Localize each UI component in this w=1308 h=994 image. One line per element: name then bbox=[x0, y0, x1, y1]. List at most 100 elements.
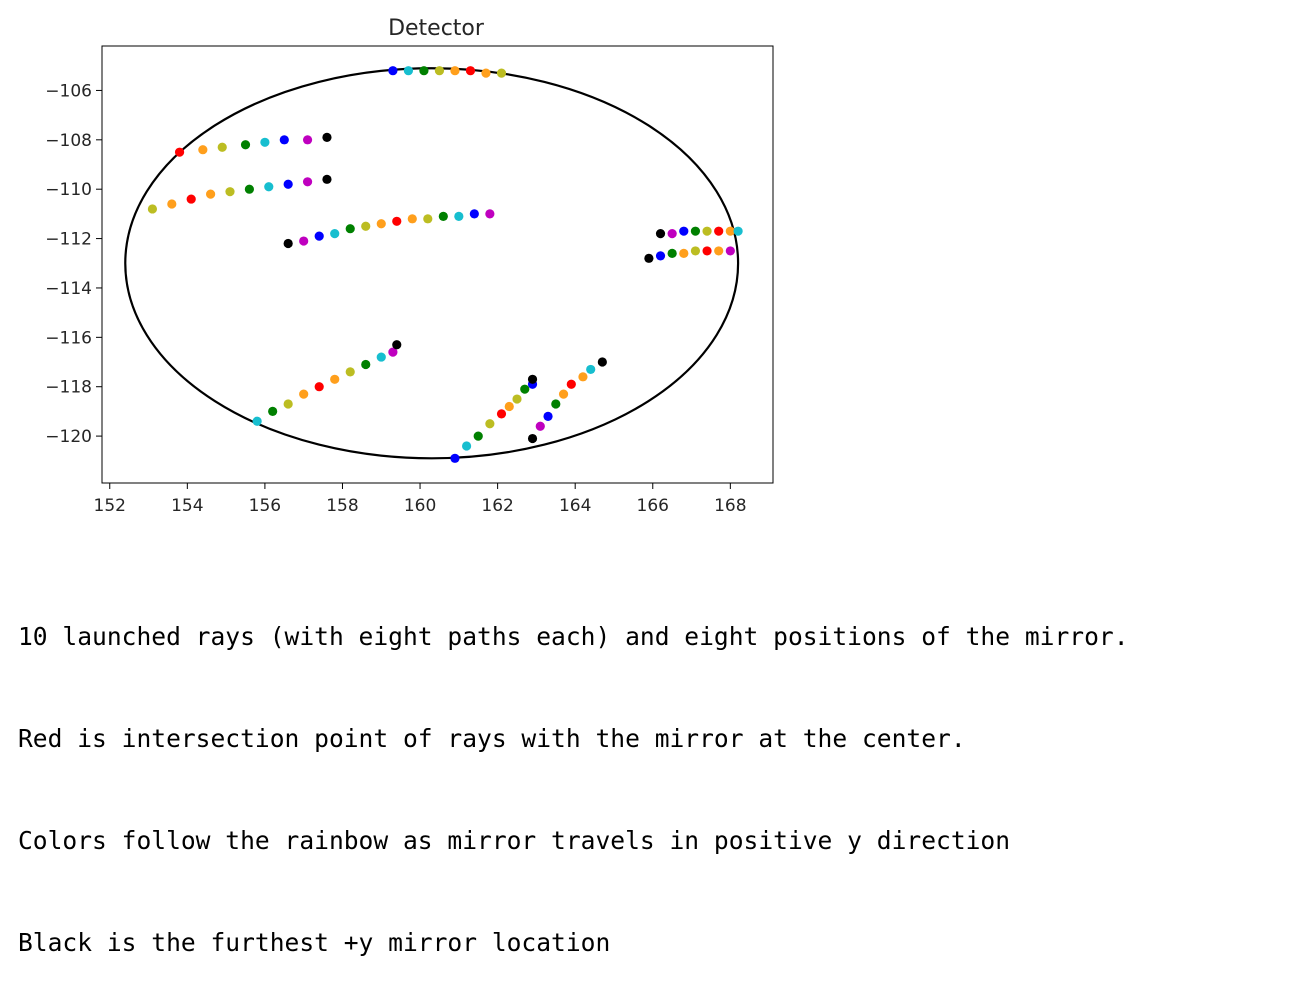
ray-8-point-black bbox=[527, 374, 538, 384]
y-tick-label: −118 bbox=[45, 378, 92, 398]
axes-frame bbox=[101, 45, 774, 484]
y-tick-label: −110 bbox=[45, 180, 92, 200]
ray-1-point-black bbox=[322, 132, 332, 142]
ray-5-point-cyan bbox=[733, 226, 743, 236]
ray-6-point-orange bbox=[714, 246, 724, 256]
ray-6-point-black bbox=[644, 253, 654, 263]
ray-6-point-magenta bbox=[725, 246, 735, 256]
ray-3-point-olive bbox=[423, 214, 433, 224]
ray-2-point-olive bbox=[225, 187, 235, 197]
y-tick-label: −106 bbox=[45, 81, 92, 101]
ray-9-point-blue bbox=[543, 411, 553, 421]
ray-3-point-magenta bbox=[299, 236, 309, 246]
caption-line-3: Colors follow the rainbow as mirror trav… bbox=[18, 826, 1011, 855]
ray-7-point-orange bbox=[330, 374, 340, 384]
ray-4-point-orange bbox=[481, 68, 491, 78]
y-tick-label: −112 bbox=[45, 230, 92, 250]
ray-6-point-blue bbox=[655, 251, 666, 261]
ray-5-point-olive bbox=[702, 226, 712, 236]
ray-1-point-red bbox=[174, 147, 185, 157]
ray-2-point-black bbox=[322, 174, 332, 184]
ray-2-point-cyan bbox=[264, 182, 274, 192]
x-tick-label: 168 bbox=[714, 496, 746, 516]
ray-9-point-black bbox=[527, 433, 538, 444]
ray-7-point-orange bbox=[299, 389, 309, 399]
ray-9-point-orange bbox=[558, 389, 569, 399]
ray-6-point-green bbox=[667, 248, 677, 258]
ray-3-point-cyan bbox=[330, 229, 340, 239]
ray-4-point-olive bbox=[434, 66, 445, 76]
ray-4-point-olive bbox=[496, 68, 507, 78]
ray-6-point-red bbox=[702, 246, 712, 256]
ray-3-point-blue bbox=[469, 209, 479, 219]
caption-line-4: Black is the furthest +y mirror location bbox=[18, 928, 611, 957]
y-tick-label: −114 bbox=[45, 279, 92, 299]
ray-8-point-red bbox=[496, 409, 507, 419]
ray-7-point-magenta bbox=[388, 347, 398, 357]
ray-1-point-magenta bbox=[302, 135, 313, 145]
ray-8-point-olive bbox=[485, 419, 495, 429]
ray-2-point-green bbox=[244, 184, 254, 194]
ray-1-point-green bbox=[240, 140, 251, 150]
ray-3-point-red bbox=[392, 216, 402, 226]
caption: 10 launched rays (with eight paths each)… bbox=[18, 552, 1129, 994]
detector-ellipse bbox=[124, 67, 740, 460]
ray-1-point-olive bbox=[217, 142, 227, 152]
ray-5-point-red bbox=[714, 226, 724, 236]
x-tick-label: 152 bbox=[94, 496, 126, 516]
plot-area: 152 154 156 158 160 162 164 166 168 −106 −108 −110 −… bbox=[45, 45, 774, 516]
caption-line-2: Red is intersection point of rays with t… bbox=[18, 724, 966, 753]
ray-7-point-green bbox=[361, 359, 371, 370]
ray-7-point-cyan bbox=[252, 416, 262, 426]
ray-6-point-olive bbox=[690, 246, 701, 256]
y-tick-label: −116 bbox=[45, 328, 92, 348]
ray-3-point-orange bbox=[407, 214, 417, 224]
ray-3-point-blue bbox=[314, 231, 324, 241]
ray-7-point-olive bbox=[283, 399, 293, 409]
ray-6-point-orange bbox=[679, 248, 689, 258]
y-tick-label: −120 bbox=[45, 427, 92, 447]
chart-title: Detector bbox=[388, 16, 485, 41]
ray-7-point-olive bbox=[345, 367, 355, 377]
ray-2-point-orange bbox=[206, 189, 216, 199]
ray-3-point-magenta bbox=[485, 209, 495, 219]
ray-8-point-blue bbox=[450, 453, 460, 463]
ray-3-point-green bbox=[438, 211, 448, 221]
y-tick-label: −108 bbox=[45, 131, 92, 151]
ray-4-point-green bbox=[419, 66, 429, 76]
ray-5-point-black bbox=[655, 229, 666, 239]
ray-2-point-blue bbox=[283, 179, 293, 189]
x-tick-label: 158 bbox=[326, 496, 358, 516]
ray-4-point-red bbox=[465, 66, 476, 76]
ray-5-point-magenta bbox=[667, 229, 677, 239]
ray-7-point-green bbox=[268, 406, 278, 417]
x-tick-label: 160 bbox=[404, 496, 436, 516]
ray-7-point-black bbox=[392, 340, 402, 350]
ray-8-point-cyan bbox=[461, 441, 472, 451]
ray-9-point-green bbox=[551, 399, 561, 409]
ray-1-point-orange bbox=[198, 145, 208, 155]
ray-5-point-green bbox=[690, 226, 701, 236]
ray-2-point-magenta bbox=[302, 177, 313, 187]
ray-4-point-orange bbox=[450, 66, 460, 76]
x-tick-label: 166 bbox=[637, 496, 669, 516]
ray-9-point-magenta bbox=[535, 421, 545, 431]
ray-3-point-black bbox=[283, 238, 293, 249]
ray-3-point-cyan bbox=[454, 211, 464, 221]
ray-1-point-blue bbox=[279, 135, 289, 145]
caption-line-1: 10 launched rays (with eight paths each)… bbox=[18, 622, 1129, 651]
ray-8-point-olive bbox=[512, 394, 522, 404]
ray-2-point-olive bbox=[147, 204, 158, 214]
x-tick-label: 154 bbox=[171, 496, 203, 516]
ray-4-point-cyan bbox=[403, 66, 414, 76]
detector-chart: Detector 152 154 156 158 160 162 164 166 168 −106… bbox=[45, 16, 774, 516]
ray-3-point-green bbox=[345, 224, 355, 234]
ray-2-point-orange bbox=[167, 199, 177, 209]
ray-9-point-black bbox=[597, 357, 607, 367]
ray-5-point-blue bbox=[679, 226, 689, 236]
ray-3-point-olive bbox=[361, 221, 371, 231]
ray-9-point-red bbox=[566, 379, 576, 389]
ray-9-point-cyan bbox=[586, 364, 596, 375]
ray-1-point-cyan bbox=[260, 137, 270, 147]
ray-2-point-red bbox=[186, 194, 196, 204]
